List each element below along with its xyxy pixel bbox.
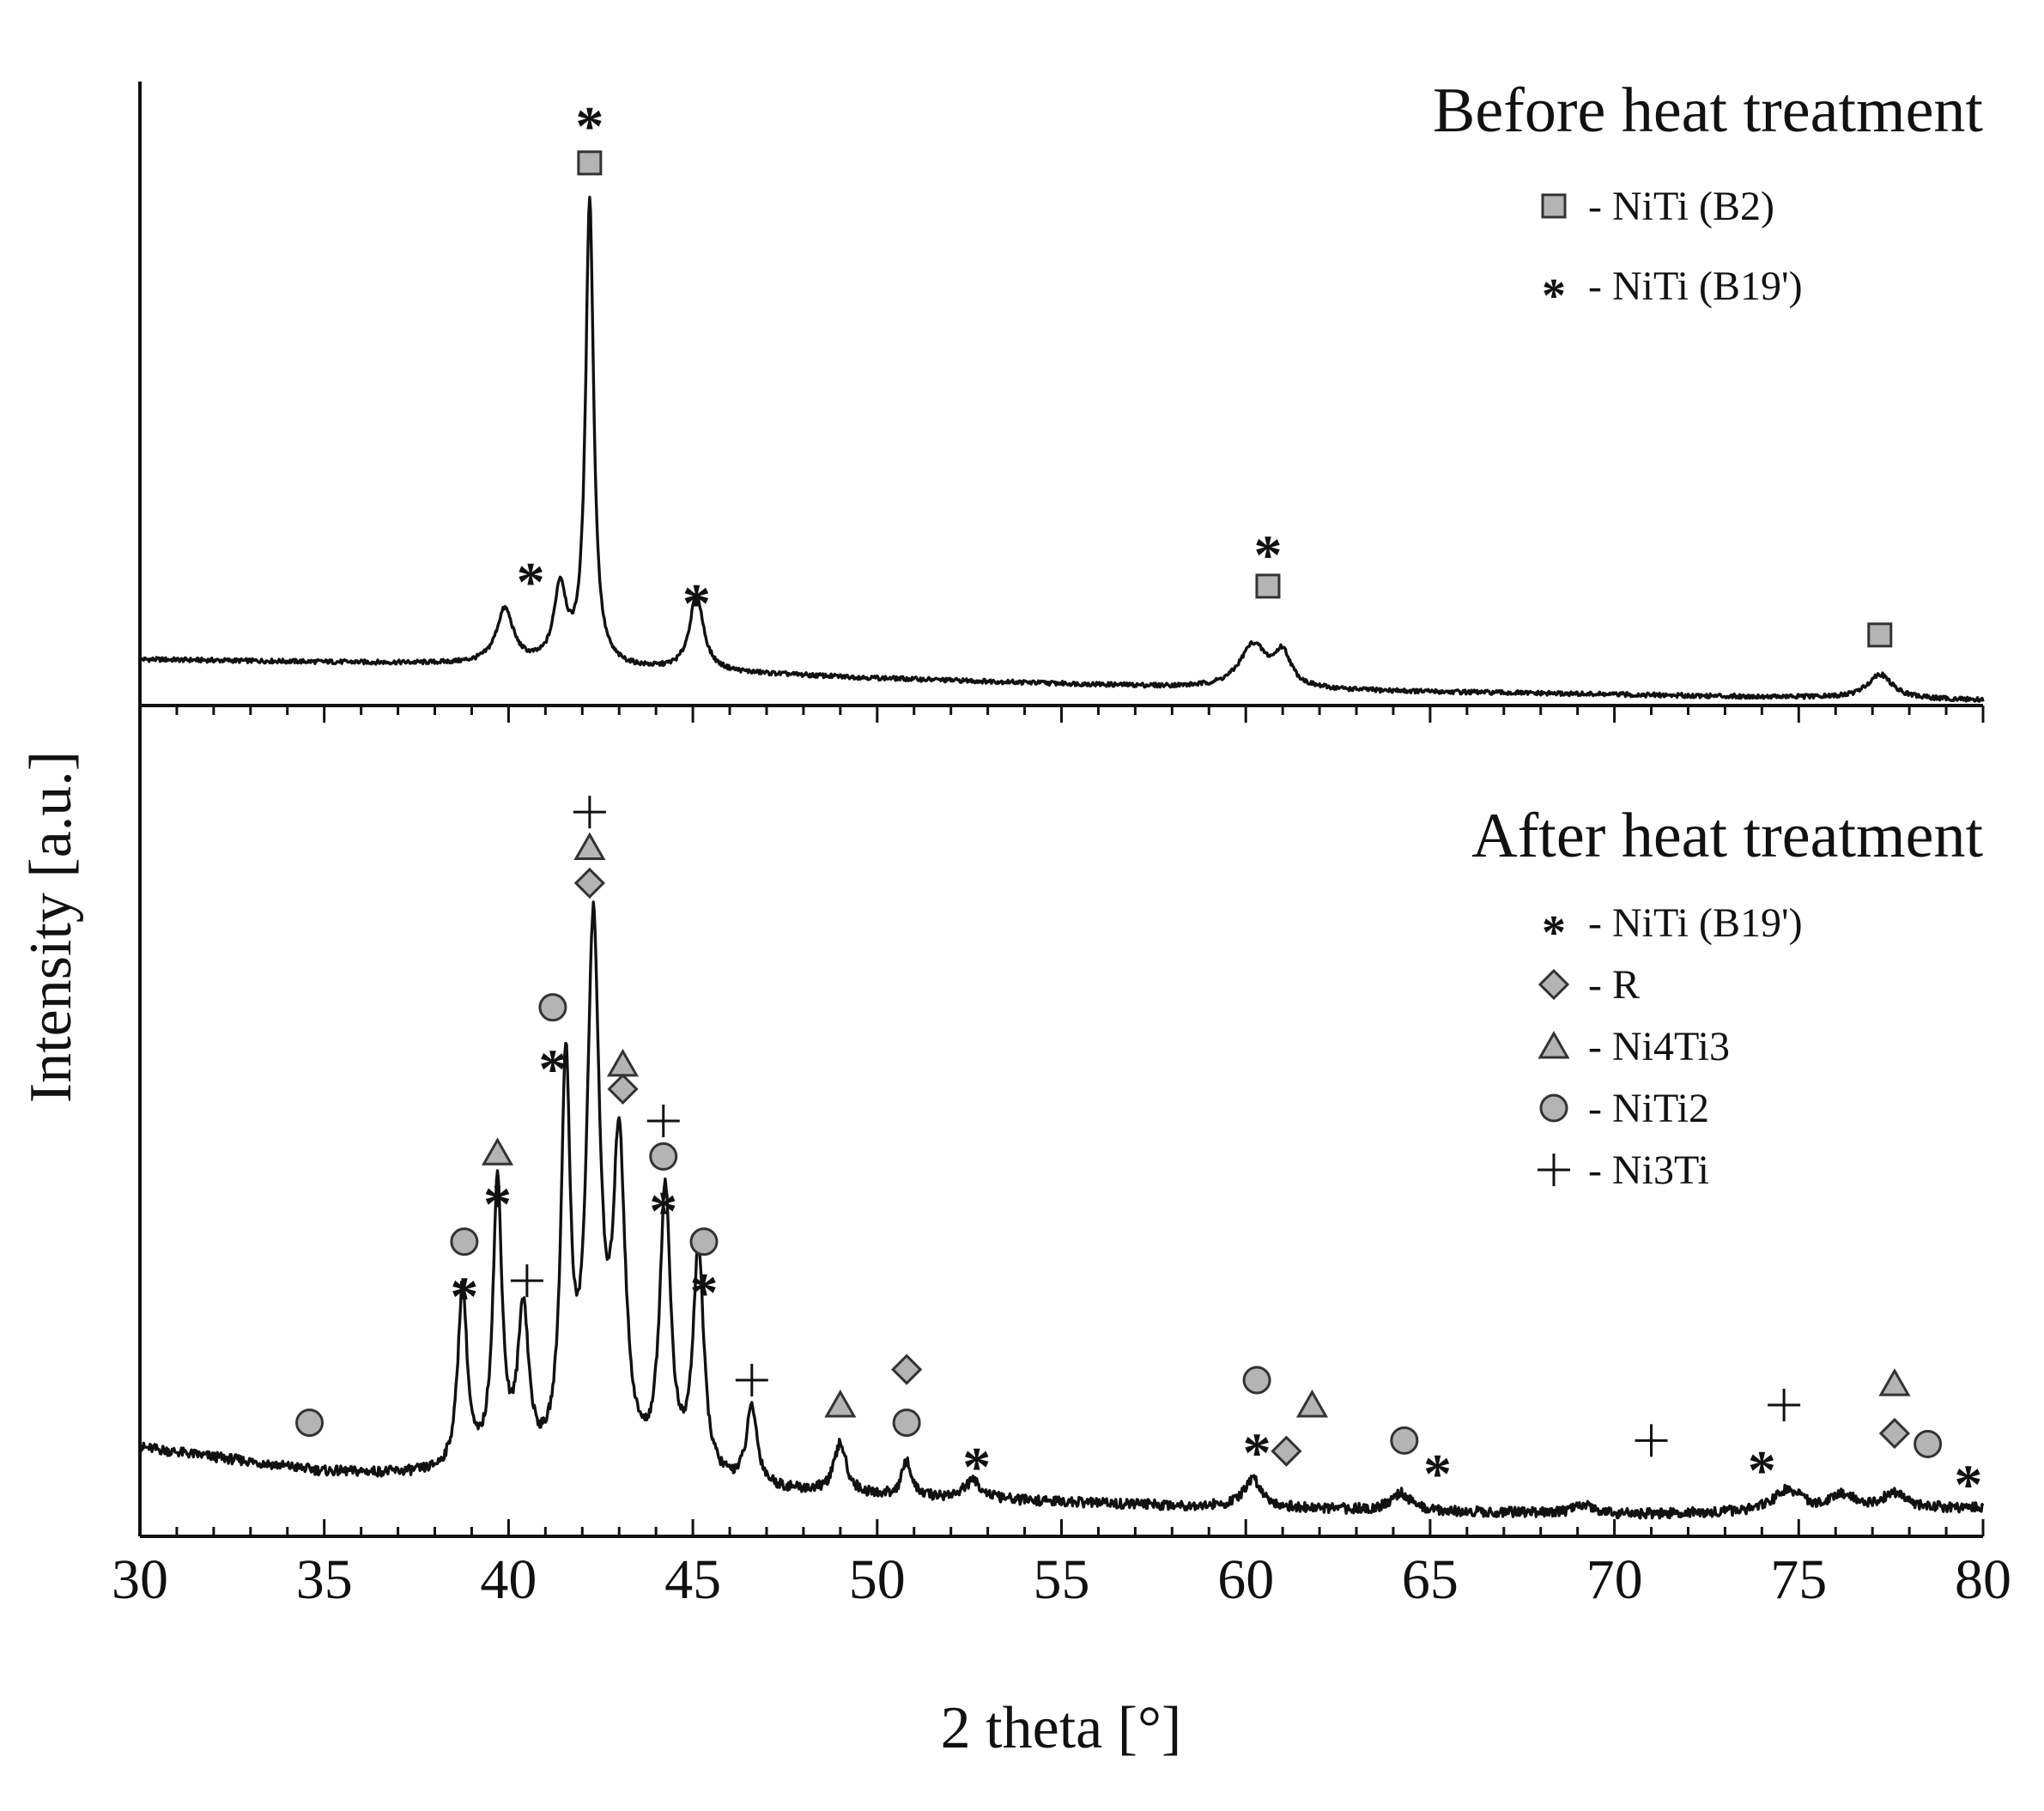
- xrd-curve-before: [138, 196, 1985, 703]
- marker-star: *: [1423, 1443, 1452, 1505]
- marker-triangle: [573, 832, 606, 861]
- x-tick-label-75: 75: [1770, 1548, 1827, 1611]
- legend-label-0-1: - NiTi (B19'): [1588, 263, 1803, 309]
- x-tick-label-45: 45: [664, 1548, 721, 1611]
- legend-label-1-2: - Ni4Ti3: [1588, 1024, 1730, 1069]
- panel-title-before: Before heat treatment: [1433, 76, 1983, 146]
- marker-star: *: [450, 1265, 478, 1328]
- x-tick-label-80: 80: [1955, 1548, 2011, 1611]
- marker-circle: [649, 1142, 678, 1171]
- marker-diamond: [607, 1073, 639, 1105]
- x-tick-label-40: 40: [480, 1548, 537, 1611]
- marker-square: [1255, 573, 1281, 599]
- marker-circle: [1390, 1426, 1419, 1455]
- legends: - NiTi (B2) * - NiTi (B19') * - NiTi (B19') -…: [1538, 184, 1803, 1193]
- x-tick-label-50: 50: [849, 1548, 906, 1611]
- marker-diamond: [891, 1354, 923, 1385]
- marker-star: *: [962, 1436, 991, 1499]
- y-axis-title: Intensity [a.u.]: [18, 751, 84, 1103]
- marker-triangle: [824, 1389, 857, 1418]
- marker-star: *: [1542, 270, 1566, 323]
- panel-title-after: After heat treatment: [1471, 801, 1983, 871]
- marker-circle: [295, 1408, 324, 1438]
- x-tick-label-30: 30: [112, 1548, 168, 1611]
- marker-star: *: [1243, 1421, 1271, 1484]
- marker-circle: [892, 1408, 921, 1438]
- marker-circle: [1539, 1093, 1568, 1123]
- marker-triangle: [481, 1137, 514, 1166]
- xrd-curve-after: [139, 900, 1985, 1520]
- xrd-curves: [138, 196, 1985, 1520]
- marker-star: *: [649, 1180, 677, 1243]
- legend-label-0-0: - NiTi (B2): [1588, 184, 1774, 229]
- marker-square: [1541, 193, 1567, 219]
- marker-circle: [1242, 1366, 1271, 1395]
- x-tick-label-35: 35: [296, 1548, 353, 1611]
- legend-label-1-4: - Ni3Ti: [1588, 1148, 1709, 1193]
- marker-circle: [538, 993, 567, 1022]
- marker-star: *: [1748, 1439, 1776, 1502]
- marker-star: *: [1954, 1454, 1982, 1517]
- marker-star: *: [538, 1039, 567, 1101]
- marker-diamond: [1878, 1417, 1911, 1450]
- x-axis-title: 2 theta [°]: [941, 1695, 1182, 1761]
- x-tick-label-60: 60: [1217, 1548, 1274, 1611]
- legend-label-1-3: - NiTi2: [1588, 1086, 1709, 1131]
- marker-square: [1867, 622, 1893, 648]
- marker-circle: [689, 1227, 719, 1257]
- marker-circle: [450, 1227, 479, 1257]
- marker-diamond: [1271, 1435, 1302, 1467]
- marker-triangle: [1295, 1389, 1329, 1418]
- x-tick-label-65: 65: [1402, 1548, 1459, 1611]
- x-tick-label-55: 55: [1034, 1548, 1090, 1611]
- marker-star: *: [682, 572, 711, 635]
- phase-markers: ** ****** ** * * * *: [295, 95, 1982, 1517]
- marker-star: *: [483, 1173, 512, 1236]
- marker-star: *: [517, 551, 545, 614]
- marker-star: *: [1542, 906, 1566, 960]
- marker-square: [577, 150, 603, 176]
- marker-triangle: [1538, 1030, 1570, 1059]
- legend-label-1-0: - NiTi (B19'): [1588, 900, 1803, 946]
- tick-marks: [138, 706, 1985, 1536]
- marker-triangle: [1878, 1368, 1911, 1396]
- marker-star: *: [689, 1262, 718, 1324]
- x-tick-labels: 30 35 40 45 50 55 60 65 70 75 80: [112, 1548, 2011, 1611]
- marker-star: *: [575, 95, 603, 158]
- marker-circle: [1914, 1429, 1943, 1458]
- legend-label-1-1: - R: [1588, 962, 1640, 1008]
- x-tick-label-70: 70: [1586, 1548, 1643, 1611]
- marker-diamond: [1538, 968, 1570, 1001]
- marker-diamond: [573, 867, 605, 899]
- marker-triangle: [606, 1048, 640, 1077]
